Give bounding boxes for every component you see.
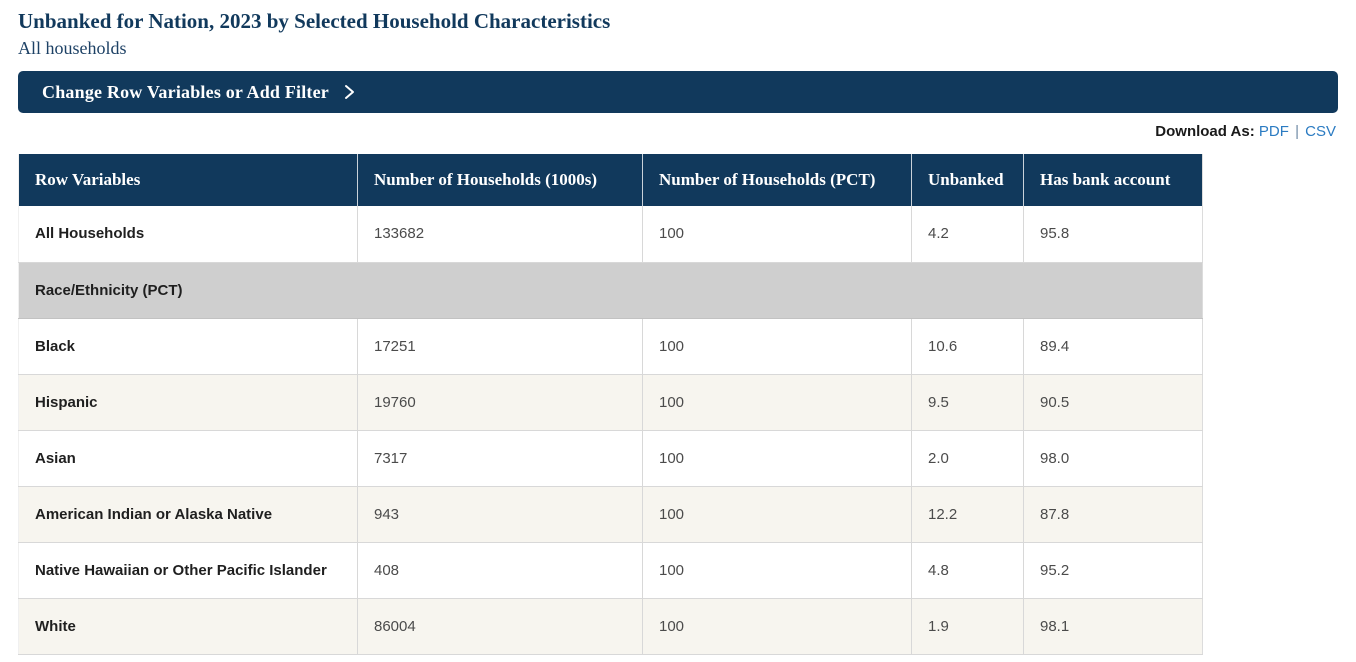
- cell-has-bank-account: 98.0: [1023, 430, 1203, 487]
- cell-households-1000s: 19760: [357, 374, 643, 431]
- table-body: All Households 133682 100 4.2 95.8 Race/…: [18, 206, 1203, 655]
- column-header-households-pct: Number of Households (PCT): [642, 154, 912, 206]
- cell-unbanked: 10.6: [911, 318, 1024, 375]
- download-as-bar: Download As: PDF | CSV: [18, 123, 1338, 140]
- cell-unbanked: 12.2: [911, 486, 1024, 543]
- cell-households-pct: 100: [642, 318, 912, 375]
- column-header-has-bank-account: Has bank account: [1023, 154, 1203, 206]
- download-csv-link[interactable]: CSV: [1305, 123, 1336, 140]
- cell-unbanked: 4.2: [911, 206, 1024, 263]
- table-section-race-ethnicity: Race/Ethnicity (PCT): [18, 261, 1203, 319]
- characteristics-table: Row Variables Number of Households (1000…: [18, 154, 1203, 655]
- cell-households-pct: 100: [642, 374, 912, 431]
- cell-households-pct: 100: [642, 542, 912, 599]
- column-header-households-1000s: Number of Households (1000s): [357, 154, 643, 206]
- cell-households-1000s: 7317: [357, 430, 643, 487]
- cell-has-bank-account: 98.1: [1023, 598, 1203, 655]
- cell-unbanked: 4.8: [911, 542, 1024, 599]
- row-label: All Households: [18, 206, 358, 263]
- cell-households-pct: 100: [642, 206, 912, 263]
- row-label: Asian: [18, 430, 358, 487]
- row-label: Black: [18, 318, 358, 375]
- cell-households-pct: 100: [642, 430, 912, 487]
- download-as-label: Download As:: [1155, 123, 1255, 140]
- cell-households-1000s: 86004: [357, 598, 643, 655]
- cell-unbanked: 1.9: [911, 598, 1024, 655]
- table-row-hispanic: Hispanic 19760 100 9.5 90.5: [18, 374, 1203, 431]
- cell-households-1000s: 943: [357, 486, 643, 543]
- row-label: American Indian or Alaska Native: [18, 486, 358, 543]
- cell-unbanked: 2.0: [911, 430, 1024, 487]
- cell-unbanked: 9.5: [911, 374, 1024, 431]
- section-label: Race/Ethnicity (PCT): [18, 261, 1203, 319]
- cell-has-bank-account: 89.4: [1023, 318, 1203, 375]
- change-row-variables-label: Change Row Variables or Add Filter: [42, 81, 329, 102]
- cell-households-1000s: 408: [357, 542, 643, 599]
- cell-households-pct: 100: [642, 486, 912, 543]
- page-title: Unbanked for Nation, 2023 by Selected Ho…: [18, 9, 611, 33]
- table-header: Row Variables Number of Households (1000…: [18, 154, 1203, 206]
- page-subtitle: All households: [18, 38, 127, 58]
- table-row-american-indian: American Indian or Alaska Native 943 100…: [18, 486, 1203, 543]
- row-label: Native Hawaiian or Other Pacific Islande…: [18, 542, 358, 599]
- table-row-all-households: All Households 133682 100 4.2 95.8: [18, 206, 1203, 263]
- cell-has-bank-account: 87.8: [1023, 486, 1203, 543]
- change-row-variables-button[interactable]: Change Row Variables or Add Filter: [18, 71, 1338, 113]
- cell-has-bank-account: 95.8: [1023, 206, 1203, 263]
- cell-households-pct: 100: [642, 598, 912, 655]
- row-label: Hispanic: [18, 374, 358, 431]
- column-header-unbanked: Unbanked: [911, 154, 1024, 206]
- cell-households-1000s: 17251: [357, 318, 643, 375]
- download-pdf-link[interactable]: PDF: [1258, 123, 1289, 140]
- column-header-row-variables: Row Variables: [18, 154, 358, 206]
- cell-has-bank-account: 90.5: [1023, 374, 1203, 431]
- row-label: White: [18, 598, 358, 655]
- download-separator: |: [1295, 123, 1299, 140]
- table-row-white: White 86004 100 1.9 98.1: [18, 598, 1203, 655]
- table-row-native-hawaiian: Native Hawaiian or Other Pacific Islande…: [18, 542, 1203, 599]
- chevron-right-icon: [343, 83, 356, 101]
- cell-has-bank-account: 95.2: [1023, 542, 1203, 599]
- cell-households-1000s: 133682: [357, 206, 643, 263]
- table-row-black: Black 17251 100 10.6 89.4: [18, 318, 1203, 375]
- table-header-row: Row Variables Number of Households (1000…: [18, 154, 1203, 206]
- table-row-asian: Asian 7317 100 2.0 98.0: [18, 430, 1203, 487]
